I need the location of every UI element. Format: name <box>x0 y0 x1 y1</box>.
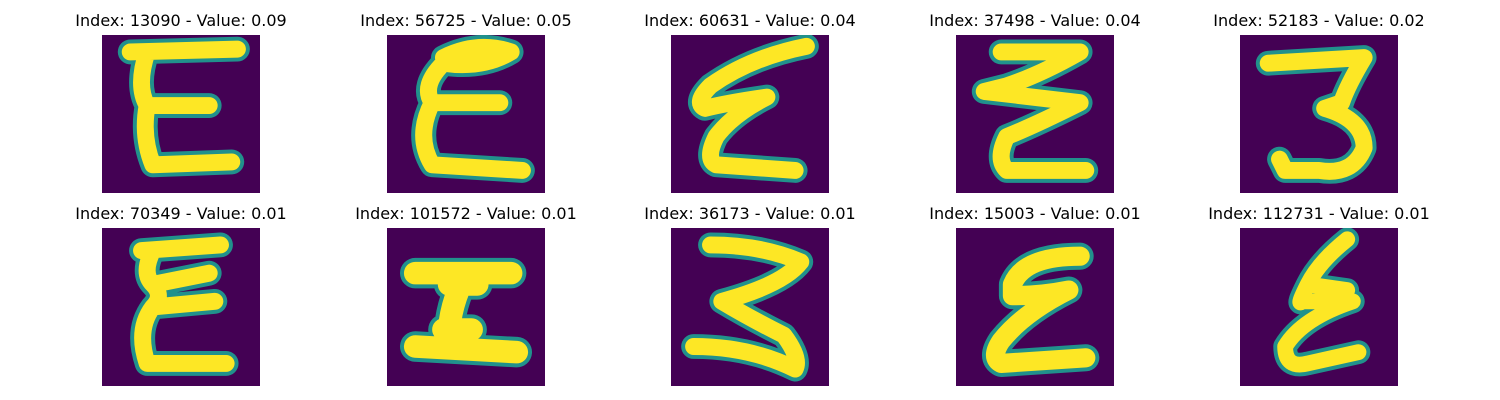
panel-title: Index: 36173 - Value: 0.01 <box>630 205 870 223</box>
panel-title: Index: 52183 - Value: 0.02 <box>1199 12 1439 30</box>
digit-image <box>956 228 1114 386</box>
digit-image <box>102 35 260 193</box>
panel-title: Index: 56725 - Value: 0.05 <box>346 12 586 30</box>
panel-title: Index: 15003 - Value: 0.01 <box>915 205 1155 223</box>
digit-image <box>1240 228 1398 386</box>
panel-title: Index: 112731 - Value: 0.01 <box>1199 205 1439 223</box>
digit-image <box>671 35 829 193</box>
digit-image <box>671 228 829 386</box>
digit-image <box>1240 35 1398 193</box>
panel-title: Index: 70349 - Value: 0.01 <box>61 205 301 223</box>
digit-image <box>387 228 545 386</box>
panel-title: Index: 13090 - Value: 0.09 <box>61 12 301 30</box>
digit-image <box>102 228 260 386</box>
digit-image <box>956 35 1114 193</box>
panel-title: Index: 60631 - Value: 0.04 <box>630 12 870 30</box>
panel-title: Index: 37498 - Value: 0.04 <box>915 12 1155 30</box>
panel-title: Index: 101572 - Value: 0.01 <box>346 205 586 223</box>
digit-image <box>387 35 545 193</box>
